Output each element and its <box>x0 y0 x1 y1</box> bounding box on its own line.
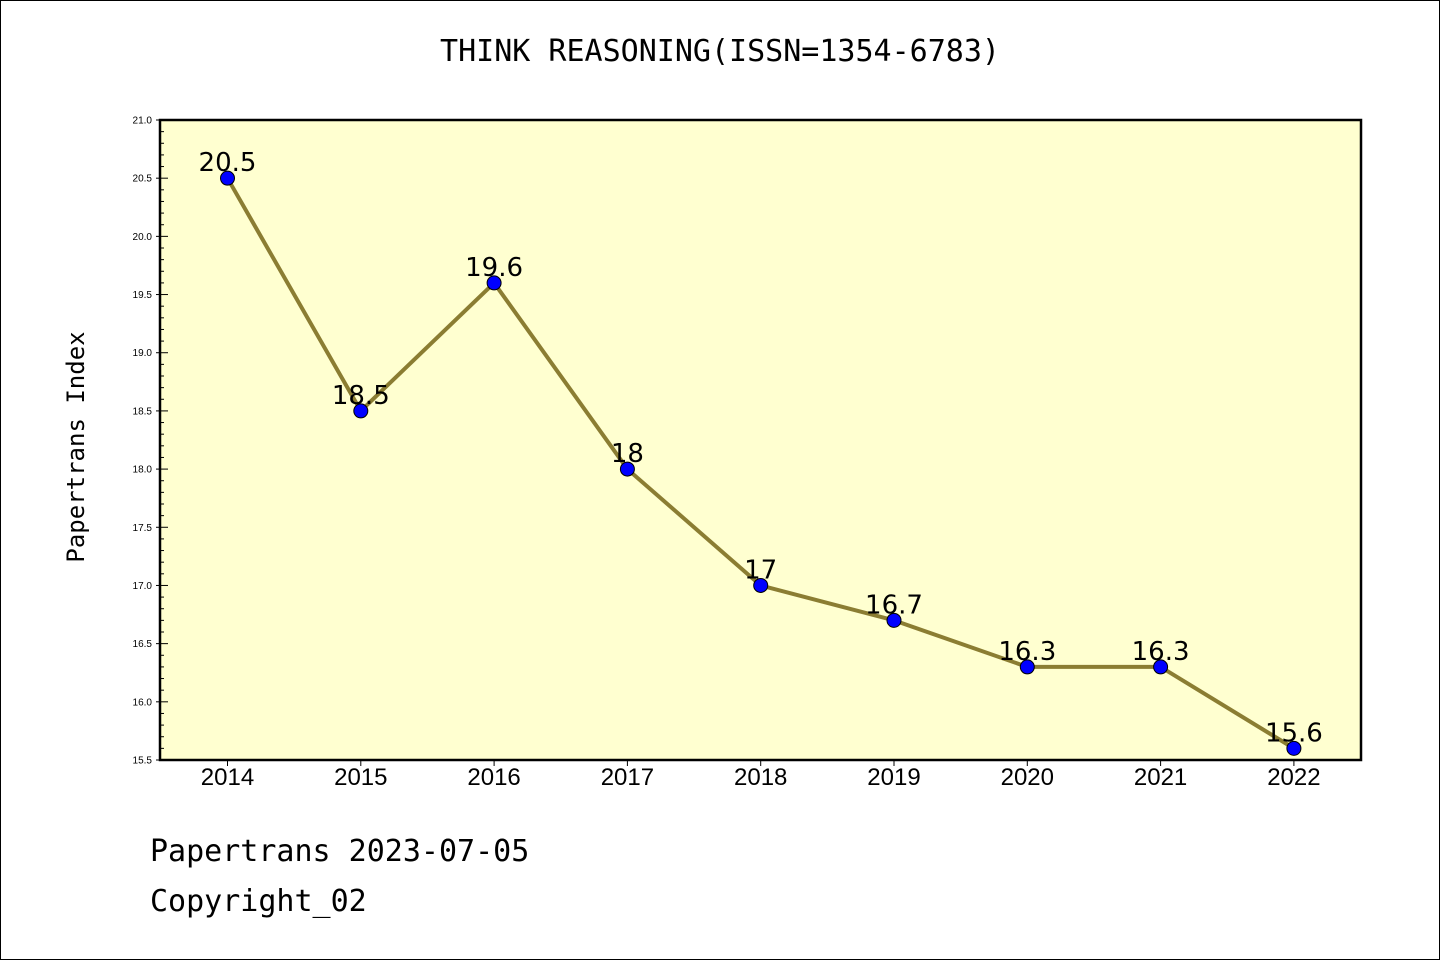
x-tick-label: 2014 <box>201 764 254 791</box>
data-point <box>619 461 635 477</box>
data-label: 19.6 <box>465 253 523 283</box>
y-tick-label: 18.5 <box>133 406 153 417</box>
data-label: 16.3 <box>1132 637 1190 667</box>
x-tick-label: 2021 <box>1134 764 1187 791</box>
data-point <box>886 612 902 628</box>
x-tick-label: 2017 <box>601 764 654 791</box>
x-tick-label: 2016 <box>467 764 520 791</box>
y-tick-label: 20.5 <box>133 174 153 185</box>
x-tick-label: 2015 <box>334 764 387 791</box>
plot-area <box>160 120 1361 760</box>
y-tick-label: 20.0 <box>133 232 153 243</box>
data-label: 15.6 <box>1265 718 1323 748</box>
data-label: 16.3 <box>998 637 1056 667</box>
data-point <box>1153 659 1169 675</box>
data-label: 18.5 <box>332 381 390 411</box>
x-tick-label: 2020 <box>1001 764 1054 791</box>
x-tick-label: 2019 <box>867 764 920 791</box>
plot-border <box>158 118 1363 762</box>
data-point <box>1286 740 1302 756</box>
data-label: 20.5 <box>199 148 257 178</box>
data-point <box>220 170 235 186</box>
y-tick-label: 17.5 <box>133 523 153 534</box>
data-point <box>1019 659 1035 675</box>
y-tick-label: 17.0 <box>133 581 153 592</box>
x-tick-label: 2018 <box>734 764 787 791</box>
y-tick-label: 19.0 <box>133 348 153 359</box>
data-point <box>353 403 369 419</box>
data-point <box>486 275 502 291</box>
data-label: 18 <box>611 439 644 469</box>
data-label: 17 <box>744 555 777 585</box>
y-tick-label: 18.0 <box>133 465 153 476</box>
data-point <box>753 577 769 593</box>
x-tick-label: 2022 <box>1267 764 1320 791</box>
y-tick-label: 16.5 <box>133 639 153 650</box>
footer-date: Papertrans 2023-07-05 <box>150 834 530 869</box>
y-tick-label: 15.5 <box>133 756 153 767</box>
footer-copyright: Copyright_02 <box>150 884 367 919</box>
data-label: 16.7 <box>865 590 923 620</box>
y-tick-label: 21.0 <box>133 116 153 127</box>
y-tick-label: 16.0 <box>133 697 153 708</box>
chart-title: THINK REASONING(ISSN=1354-6783) <box>440 34 1000 69</box>
y-tick-label: 19.5 <box>133 290 153 301</box>
